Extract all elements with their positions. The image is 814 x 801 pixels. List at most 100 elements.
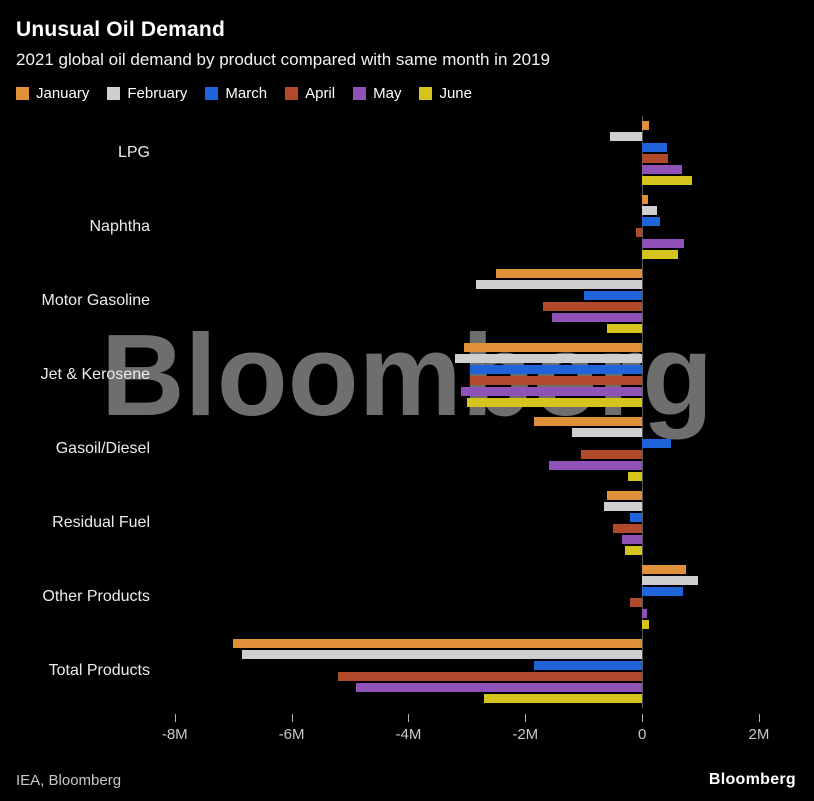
bar-may-gasoil-diesel bbox=[548, 461, 643, 470]
bar-row bbox=[166, 546, 794, 555]
bar-row bbox=[166, 428, 794, 437]
legend-label: May bbox=[373, 84, 402, 102]
bar-row bbox=[166, 324, 794, 333]
bar-row bbox=[166, 143, 794, 152]
category-group-gasoil-diesel: Gasoil/Diesel bbox=[16, 412, 794, 486]
bar-june-total-products bbox=[484, 694, 643, 703]
bar-january-motor-gasoline bbox=[496, 269, 643, 278]
bar-row bbox=[166, 461, 794, 470]
bar-row bbox=[166, 639, 794, 648]
source-attribution: IEA, Bloomberg bbox=[16, 772, 122, 789]
tick-mark-2m bbox=[525, 714, 527, 722]
tick-mark-6m bbox=[291, 714, 293, 722]
x-axis-ticks: -8M -6M -4M -2M 0 2M bbox=[162, 712, 794, 748]
legend-item-march: March bbox=[205, 85, 267, 102]
bar-row bbox=[166, 620, 794, 629]
bar-row bbox=[166, 694, 794, 703]
legend-swatch-january bbox=[16, 86, 29, 100]
bar-row bbox=[166, 598, 794, 607]
bar-group bbox=[166, 190, 794, 264]
bar-group bbox=[166, 116, 794, 190]
bar-june-naphtha bbox=[642, 250, 679, 259]
bar-april-gasoil-diesel bbox=[580, 450, 643, 459]
chart-footer: IEA, Bloomberg Bloomberg bbox=[16, 771, 796, 789]
tick-mark-2m bbox=[758, 714, 760, 722]
legend-swatch-june bbox=[419, 86, 433, 100]
bar-april-residual-fuel bbox=[612, 524, 643, 533]
zero-baseline bbox=[642, 116, 644, 708]
bar-february-jet-kerosene bbox=[455, 354, 643, 363]
tick-mark-0 bbox=[642, 714, 644, 722]
bar-group bbox=[166, 486, 794, 560]
tick-mark-8m bbox=[174, 714, 176, 722]
bar-february-lpg bbox=[609, 132, 643, 141]
category-group-lpg: LPG bbox=[16, 116, 794, 190]
bar-march-residual-fuel bbox=[630, 513, 643, 522]
category-group-motor-gasoline: Motor Gasoline bbox=[16, 264, 794, 338]
legend-swatch-march bbox=[205, 86, 219, 100]
bar-may-jet-kerosene bbox=[461, 387, 643, 396]
bar-march-lpg bbox=[642, 143, 667, 152]
bar-june-jet-kerosene bbox=[466, 398, 643, 407]
bar-group bbox=[166, 264, 794, 338]
bar-june-lpg bbox=[642, 176, 692, 185]
bar-row bbox=[166, 176, 794, 185]
bar-january-jet-kerosene bbox=[463, 343, 643, 352]
bar-row bbox=[166, 217, 794, 226]
bar-row bbox=[166, 313, 794, 322]
bar-may-total-products bbox=[355, 683, 643, 692]
bar-april-other-products bbox=[630, 598, 643, 607]
bar-row bbox=[166, 291, 794, 300]
bar-row bbox=[166, 398, 794, 407]
tick-mark-4m bbox=[408, 714, 410, 722]
category-label-lpg: LPG bbox=[117, 144, 150, 161]
category-label-residual-fuel: Residual Fuel bbox=[52, 514, 150, 531]
bar-group bbox=[166, 412, 794, 486]
bar-row bbox=[166, 502, 794, 511]
legend-item-january: January bbox=[16, 85, 89, 102]
bar-may-residual-fuel bbox=[621, 535, 643, 544]
bar-row bbox=[166, 683, 794, 692]
bar-row bbox=[166, 524, 794, 533]
bar-row bbox=[166, 439, 794, 448]
bar-may-naphtha bbox=[642, 239, 685, 248]
bar-row bbox=[166, 535, 794, 544]
bar-january-naphtha bbox=[642, 195, 648, 204]
bar-january-residual-fuel bbox=[607, 491, 643, 500]
category-label-jet-kerosene: Jet & Kerosene bbox=[40, 366, 150, 383]
tick-label-4m: -4M bbox=[395, 726, 422, 743]
bar-june-gasoil-diesel bbox=[627, 472, 643, 481]
bar-row bbox=[166, 609, 794, 618]
bar-row bbox=[166, 650, 794, 659]
legend-label: March bbox=[225, 84, 268, 102]
bar-january-other-products bbox=[642, 565, 686, 574]
bar-april-lpg bbox=[642, 154, 669, 163]
legend-swatch-february bbox=[107, 86, 121, 100]
bar-row bbox=[166, 672, 794, 681]
bar-row bbox=[166, 354, 794, 363]
legend-swatch-april bbox=[285, 86, 299, 100]
bar-march-gasoil-diesel bbox=[642, 439, 672, 448]
tick-label-2m: 2M bbox=[748, 726, 770, 743]
bar-row bbox=[166, 387, 794, 396]
bar-march-other-products bbox=[642, 587, 683, 596]
legend-item-june: June bbox=[419, 85, 472, 102]
bar-june-other-products bbox=[642, 620, 650, 629]
bar-february-total-products bbox=[241, 650, 643, 659]
bar-march-naphtha bbox=[642, 217, 660, 226]
category-group-jet-kerosene: Jet & Kerosene bbox=[16, 338, 794, 412]
bar-may-other-products bbox=[642, 609, 647, 618]
category-group-other-products: Other Products bbox=[16, 560, 794, 634]
chart-subtitle: 2021 global oil demand by product compar… bbox=[16, 50, 550, 69]
bar-april-naphtha bbox=[636, 228, 643, 237]
chart-legend: January February March April May June bbox=[0, 84, 814, 102]
bar-row bbox=[166, 121, 794, 130]
tick-label-6m: -6M bbox=[278, 726, 305, 743]
bar-june-motor-gasoline bbox=[607, 324, 643, 333]
bar-row bbox=[166, 491, 794, 500]
x-axis: -8M -6M -4M -2M 0 2M bbox=[16, 712, 794, 748]
legend-label: January bbox=[36, 84, 90, 102]
bar-row bbox=[166, 132, 794, 141]
bar-row bbox=[166, 343, 794, 352]
